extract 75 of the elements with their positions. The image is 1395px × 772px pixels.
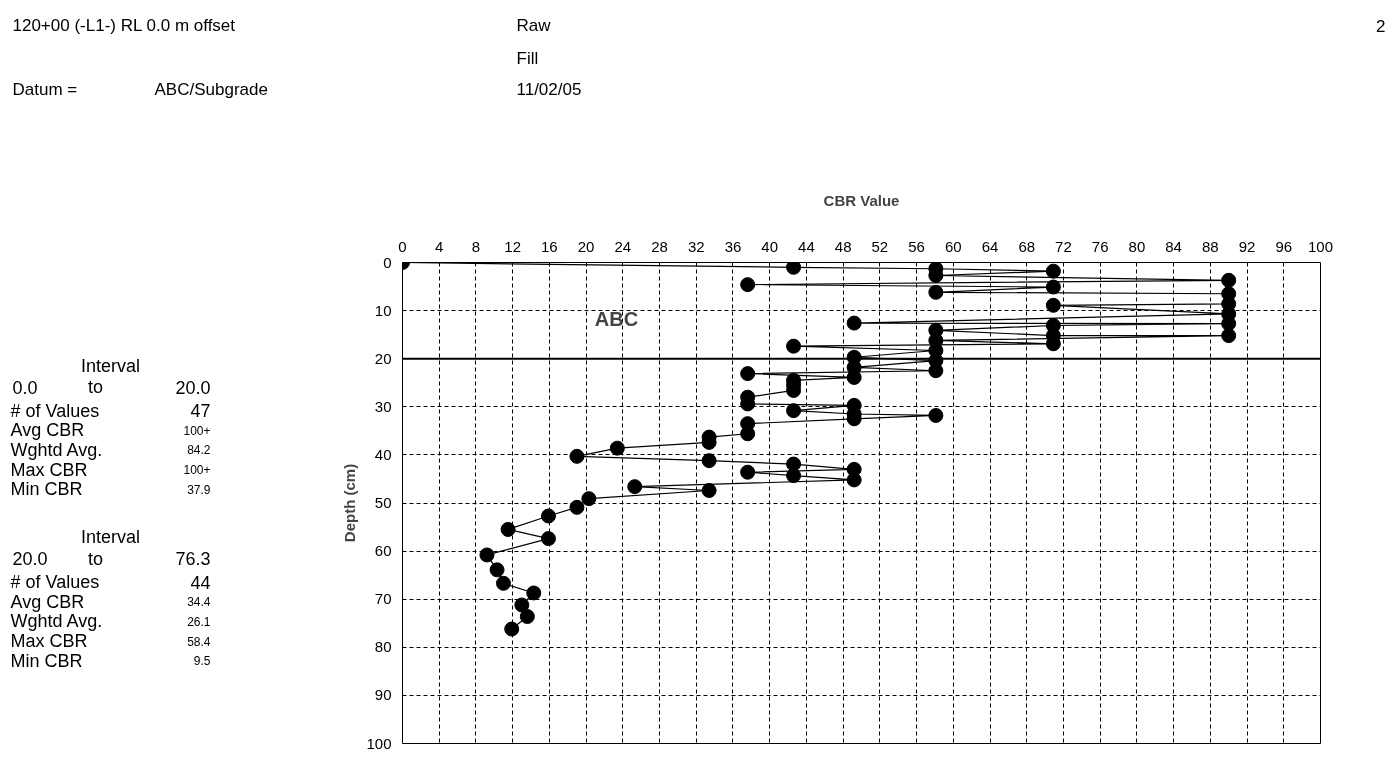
text: # of Values: [10, 572, 100, 593]
text: Max CBR: [10, 631, 88, 652]
text: Avg CBR: [10, 591, 85, 612]
x-tick-label: 56: [908, 237, 925, 255]
text: 37.9: [187, 482, 211, 497]
x-tick-label: 8: [471, 237, 481, 255]
x-tick-label: 28: [651, 237, 668, 255]
x-tick-label: 64: [981, 237, 999, 255]
text: 84.2: [187, 443, 211, 458]
x-tick-label: 24: [614, 237, 632, 255]
text: 2: [1376, 16, 1386, 36]
x-tick-label: 92: [1238, 237, 1256, 255]
text: 47: [190, 401, 211, 422]
text: ABC/Subgrade: [154, 80, 268, 99]
annotation: ABC: [594, 307, 639, 330]
y-tick-label: 10: [374, 301, 392, 319]
text: 11/02/05: [516, 80, 582, 99]
text: 100+: [183, 463, 211, 478]
text: 20.0: [175, 377, 211, 398]
text: 34.4: [187, 595, 211, 610]
text: to: [87, 377, 104, 398]
text: Interval: [80, 527, 141, 548]
text: 100+: [183, 423, 211, 438]
text: Avg CBR: [10, 420, 85, 441]
y-tick-label: 40: [374, 445, 392, 463]
text: # of Values: [10, 400, 100, 421]
text: Max CBR: [10, 459, 88, 480]
text: Wghtd Avg.: [10, 439, 103, 460]
y-tick-label: 0: [383, 253, 392, 271]
y-tick-label: 100: [366, 734, 392, 752]
text: to: [87, 548, 104, 569]
text: Interval: [80, 355, 141, 376]
y-axis-title: Depth (cm): [341, 463, 359, 543]
x-tick-label: 12: [504, 237, 522, 255]
y-tick-label: 60: [374, 542, 392, 560]
text: Datum =: [12, 80, 78, 99]
x-tick-label: 0: [398, 237, 407, 255]
text: 76.3: [175, 549, 211, 570]
text: 9.5: [193, 654, 211, 669]
text: 26.1: [187, 614, 211, 629]
x-axis-title: CBR Value: [823, 191, 900, 209]
text: 58.4: [187, 634, 211, 649]
y-tick-label: 30: [374, 397, 392, 415]
x-tick-label: 96: [1275, 237, 1293, 255]
text: Wghtd Avg.: [10, 611, 103, 632]
text: 44: [190, 572, 211, 593]
text: Fill: [516, 49, 539, 68]
x-tick-label: 68: [1018, 237, 1036, 255]
x-tick-label: 40: [761, 237, 779, 255]
x-tick-label: 4: [435, 237, 444, 255]
text: Raw: [516, 16, 552, 35]
text: Min CBR: [10, 479, 83, 500]
x-tick-label: 44: [798, 237, 815, 255]
x-tick-label: 100: [1307, 237, 1334, 255]
x-tick-label: 88: [1202, 237, 1219, 255]
y-tick-label: 20: [374, 349, 392, 367]
x-tick-label: 32: [687, 237, 705, 255]
x-tick-label: 48: [834, 237, 852, 255]
text: Min CBR: [10, 650, 83, 671]
x-tick-label: 16: [541, 237, 558, 255]
text: 120+00 (-L1-) RL 0.0 m offset: [12, 16, 236, 35]
text: 20.0: [12, 549, 48, 570]
x-tick-label: 80: [1128, 237, 1146, 255]
x-tick-label: 84: [1165, 237, 1182, 255]
y-tick-label: 50: [374, 494, 392, 511]
y-tick-label: 70: [374, 590, 392, 608]
x-tick-label: 52: [871, 237, 889, 255]
text: 0.0: [12, 377, 38, 398]
x-tick-label: 76: [1091, 237, 1109, 255]
x-tick-label: 72: [1055, 237, 1072, 255]
x-tick-label: 20: [577, 237, 595, 255]
y-tick-label: 80: [374, 638, 392, 656]
x-tick-label: 36: [724, 237, 742, 255]
x-tick-label: 60: [944, 237, 962, 255]
y-tick-label: 90: [374, 686, 392, 704]
